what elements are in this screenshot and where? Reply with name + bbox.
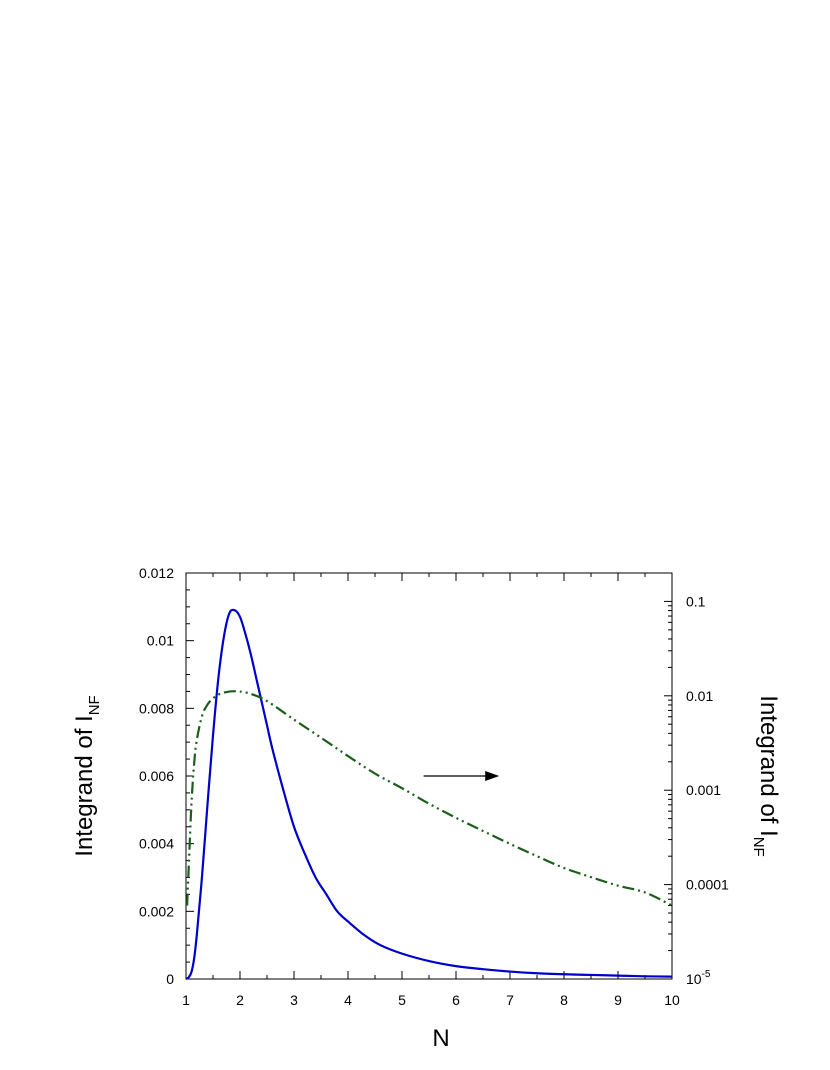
x-tick-label: 8 bbox=[560, 992, 568, 1008]
curves bbox=[185, 608, 673, 980]
y-tick-label: 0.006 bbox=[139, 768, 174, 784]
x-tick-label: 6 bbox=[452, 992, 460, 1008]
ticks: 1 2 3 4 5 6 7 8 9 10 0 0.002 0.004 0.006 0.008 0.01 0.01… bbox=[139, 565, 729, 1008]
right-axis-arrow-head bbox=[485, 771, 500, 781]
y-axis-title-right: Integrand of INF bbox=[750, 695, 782, 856]
y-tick-label: 0.01 bbox=[147, 633, 174, 649]
x-tick-label: 1 bbox=[182, 992, 190, 1008]
annotations bbox=[423, 771, 500, 781]
x-tick-label: 10 bbox=[664, 992, 680, 1008]
x-tick-label: 4 bbox=[344, 992, 352, 1008]
series-right-axis-line bbox=[185, 690, 673, 907]
y-tick-label: 0.012 bbox=[139, 565, 174, 581]
x-tick-label: 2 bbox=[236, 992, 244, 1008]
series-left-axis-line bbox=[185, 608, 673, 980]
y2-tick-label: 0.001 bbox=[686, 782, 721, 798]
y2-tick-label: 10-5 bbox=[686, 969, 711, 987]
y-tick-label: 0.008 bbox=[139, 700, 174, 716]
x-tick-label: 7 bbox=[506, 992, 514, 1008]
y2-tick-label: 0.1 bbox=[686, 593, 706, 609]
x-tick-label: 3 bbox=[290, 992, 298, 1008]
x-tick-label: 5 bbox=[398, 992, 406, 1008]
y2-tick-label: 0.01 bbox=[686, 688, 713, 704]
y2-tick-label: 0.0001 bbox=[686, 877, 729, 893]
y-tick-label: 0.002 bbox=[139, 903, 174, 919]
y-axis-title-right-sub: NF bbox=[750, 837, 767, 857]
svg-text:Integrand of INF: Integrand of INF bbox=[71, 695, 103, 856]
y-tick-label: 0 bbox=[166, 971, 174, 987]
x-axis-title: N bbox=[432, 1025, 449, 1052]
y-axis-title-left-sub: NF bbox=[86, 695, 103, 715]
y-tick-label: 0.004 bbox=[139, 836, 174, 852]
svg-text:Integrand of INF: Integrand of INF bbox=[750, 695, 782, 856]
x-tick-label: 9 bbox=[614, 992, 622, 1008]
y-axis-title-right-main: Integrand of I bbox=[755, 695, 782, 836]
y2-tick-label-exponent: -5 bbox=[702, 969, 711, 980]
y-axis-title-left: Integrand of INF bbox=[71, 695, 103, 856]
y-axis-title-left-main: Integrand of I bbox=[71, 715, 98, 856]
